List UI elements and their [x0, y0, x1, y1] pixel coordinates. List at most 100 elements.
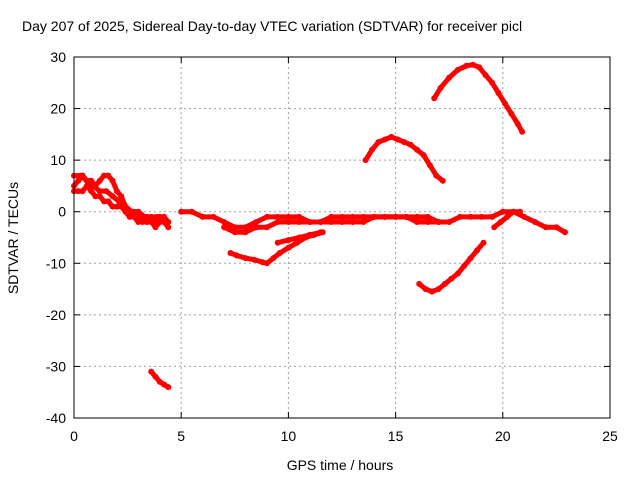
data-point [148, 368, 155, 375]
data-point [495, 90, 502, 97]
data-point [461, 262, 468, 269]
data-point [143, 219, 150, 225]
plot-border [73, 56, 611, 419]
data-point [469, 61, 476, 68]
data-point [109, 177, 116, 184]
data-point [476, 64, 483, 71]
data-point [491, 224, 498, 231]
chart-title: Day 207 of 2025, Sidereal Day-to-day VTE… [22, 18, 523, 34]
data-point [296, 234, 303, 241]
data-point [424, 213, 431, 220]
data-point [446, 219, 453, 225]
data-point [296, 219, 303, 225]
y-tick-label: 20 [50, 101, 66, 117]
data-point [508, 110, 515, 117]
x-tick-label: 0 [70, 428, 78, 444]
data-point [156, 219, 163, 225]
data-point [435, 219, 442, 225]
data-point [221, 219, 228, 225]
data-point [394, 136, 401, 143]
data-point [161, 381, 167, 388]
y-tick-label: -30 [46, 358, 66, 374]
data-point [231, 224, 238, 231]
data-point [92, 193, 99, 200]
data-point [128, 208, 135, 215]
data-point [231, 229, 238, 236]
data-point [103, 188, 110, 195]
data-point [101, 172, 107, 179]
y-tick-label: -40 [46, 410, 66, 426]
data-point [152, 373, 159, 380]
data-point [362, 157, 369, 164]
data-point [221, 224, 228, 231]
data-point [328, 219, 335, 225]
data-point [113, 188, 120, 195]
data-point [497, 219, 504, 225]
data-series [71, 61, 568, 391]
y-axis-label: SDTVAR / TECUs [5, 182, 21, 294]
data-point [253, 224, 260, 231]
data-point [454, 66, 461, 73]
data-point [360, 219, 367, 225]
data-point [414, 213, 420, 220]
data-point [274, 213, 281, 220]
data-point [113, 203, 120, 210]
data-point [429, 288, 435, 295]
data-point [178, 208, 185, 215]
data-point [519, 128, 526, 135]
data-point [101, 198, 107, 205]
data-point [131, 213, 137, 220]
data-point [328, 213, 335, 220]
x-tick-label: 10 [281, 428, 297, 444]
data-point [165, 224, 172, 231]
data-point [96, 193, 103, 200]
y-tick-label: -20 [46, 307, 66, 323]
data-point [478, 213, 485, 220]
plot-area [74, 57, 610, 418]
data-point [403, 213, 410, 220]
x-tick-label: 5 [177, 428, 185, 444]
data-point [501, 100, 508, 107]
data-point [109, 193, 116, 200]
data-point [77, 172, 84, 179]
data-point [96, 177, 103, 184]
data-point [456, 213, 463, 220]
data-point [135, 219, 142, 225]
data-point [401, 139, 408, 146]
data-point [83, 177, 90, 184]
data-point [480, 239, 487, 246]
x-tick-label: 15 [388, 428, 404, 444]
data-point [285, 244, 292, 251]
data-point [90, 182, 97, 189]
data-point [154, 213, 161, 220]
data-point [437, 84, 444, 91]
data-point [148, 213, 155, 220]
data-point [474, 247, 481, 254]
data-point [122, 203, 129, 210]
data-point [116, 198, 122, 205]
data-point [424, 219, 431, 225]
data-point [532, 219, 538, 225]
data-point [148, 219, 155, 225]
data-point [105, 198, 112, 205]
data-point [242, 229, 249, 236]
data-point [96, 188, 103, 195]
data-point [349, 219, 356, 225]
data-point [285, 213, 292, 220]
data-point [199, 213, 206, 220]
data-point [276, 250, 283, 256]
data-point [274, 219, 281, 225]
data-point [264, 213, 270, 220]
data-point [514, 121, 521, 127]
data-point [517, 208, 523, 215]
data-point [152, 224, 159, 231]
data-point [253, 219, 260, 225]
data-point [562, 229, 568, 236]
data-point [296, 213, 303, 220]
data-point [75, 188, 82, 195]
y-tick-label: 10 [50, 152, 66, 168]
data-point [118, 193, 125, 200]
data-point [285, 219, 292, 225]
data-point [165, 384, 172, 391]
data-point [407, 141, 414, 148]
